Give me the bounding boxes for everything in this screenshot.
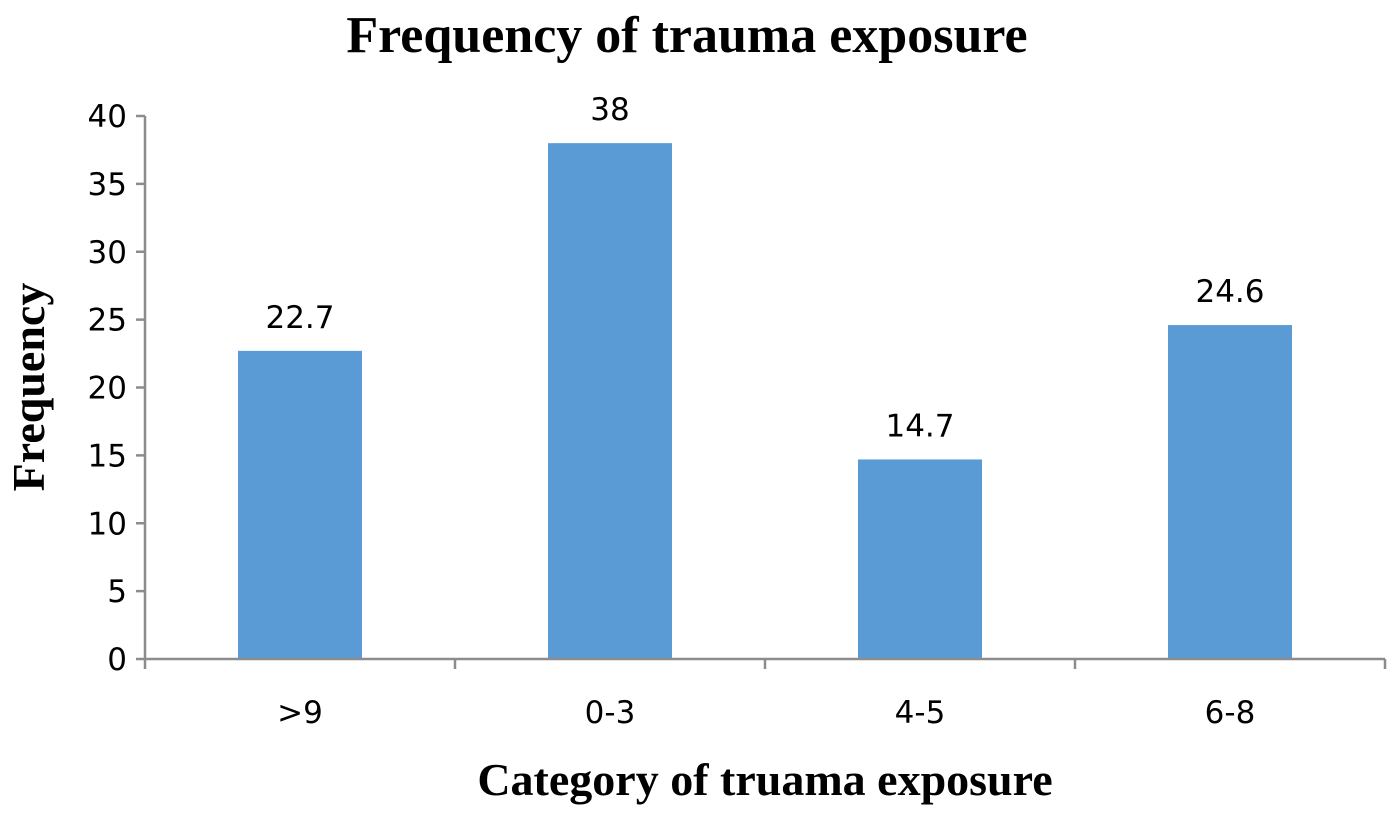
y-tick-label: 10 <box>88 506 127 542</box>
x-tick-label: 0-3 <box>585 695 636 731</box>
bar <box>548 143 672 659</box>
y-tick-label: 15 <box>88 438 127 474</box>
y-tick-label: 20 <box>88 371 127 407</box>
y-tick-label: 5 <box>107 574 127 610</box>
bar <box>238 350 362 659</box>
y-tick-label: 40 <box>88 99 127 135</box>
x-axis-ticks: >9 0-3 4-5 6-8 <box>143 659 1387 731</box>
y-axis-title: Frequency <box>3 283 54 492</box>
x-tick-label: 4-5 <box>895 695 946 731</box>
y-tick-label: 35 <box>88 167 127 203</box>
data-label: 38 <box>590 92 629 128</box>
bar <box>858 459 982 659</box>
bar <box>1168 325 1292 659</box>
x-tick-label: 6-8 <box>1205 695 1256 731</box>
x-axis-title: Category of truama exposure <box>477 754 1052 805</box>
data-labels-group: 22.7 38 14.7 24.6 <box>265 92 1264 444</box>
chart-title: Frequency of trauma exposure <box>346 7 1027 64</box>
y-tick-label: 0 <box>107 642 127 678</box>
y-tick-label: 25 <box>88 303 127 339</box>
bars-group <box>238 143 1292 659</box>
data-label: 14.7 <box>885 408 954 444</box>
data-label: 24.6 <box>1195 274 1264 310</box>
y-axis-ticks: 0 5 10 15 20 25 30 35 40 <box>88 99 145 678</box>
x-tick-label: >9 <box>277 695 323 731</box>
data-label: 22.7 <box>265 300 334 336</box>
y-tick-label: 30 <box>88 235 127 271</box>
